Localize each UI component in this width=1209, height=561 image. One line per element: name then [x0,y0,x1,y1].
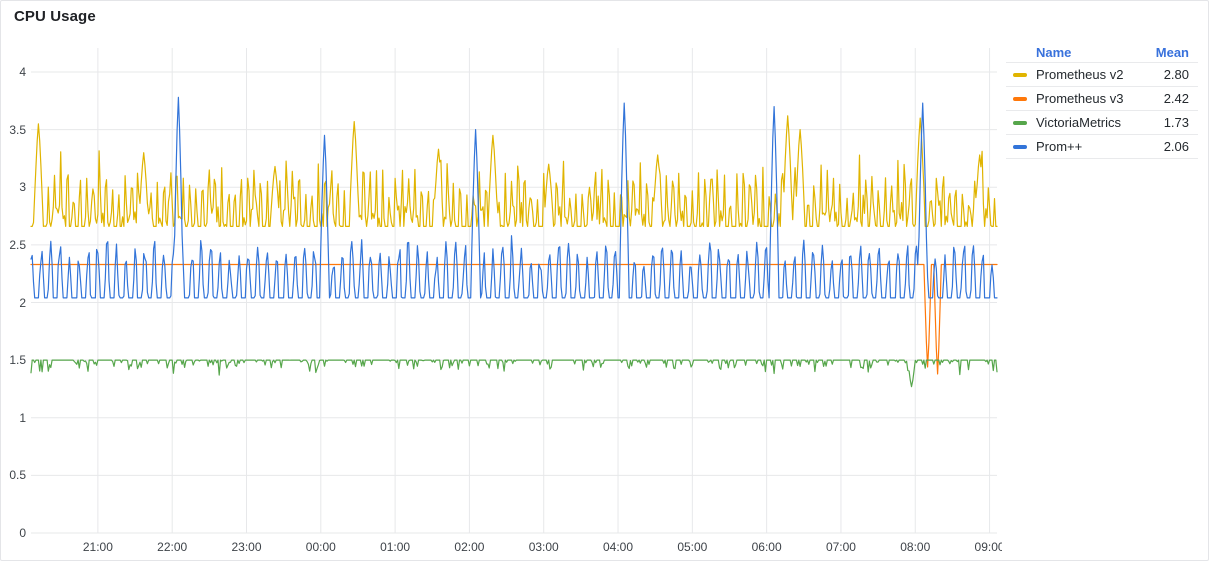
y-tick-label: 3 [19,180,26,195]
series-line-prom-[interactable] [30,96,998,299]
y-tick-label: 2 [19,295,26,310]
legend-sort-mean[interactable]: Mean [1155,44,1189,60]
series-mean-value: 2.42 [1163,91,1189,106]
y-tick-label: 4 [19,65,26,79]
series-mean-value: 2.06 [1163,139,1189,154]
series-name[interactable]: Prom++ [1036,139,1083,154]
series-name[interactable]: Prometheus v3 [1036,91,1124,106]
x-tick-label: 06:00 [751,540,782,554]
series-color-icon[interactable] [1013,72,1027,77]
legend-row-prometheus-v2[interactable]: Prometheus v2 2.80 [1006,63,1198,87]
x-tick-label: 21:00 [82,540,113,554]
series-color-icon[interactable] [1013,96,1027,101]
legend-table: Name Mean Prometheus v2 2.80 Prometheus v3… [1006,42,1198,159]
y-tick-label: 1.5 [9,353,26,368]
x-tick-label: 02:00 [454,540,485,554]
series-mean-value: 2.80 [1163,67,1189,82]
series-name[interactable]: Prometheus v2 [1036,67,1124,82]
y-axis: 0 0.5 1 1.5 2 2.5 3 3.5 4 [1,1,26,560]
x-tick-label: 04:00 [603,540,634,554]
series-name[interactable]: VictoriaMetrics [1036,115,1122,130]
series-mean-value: 1.73 [1163,115,1189,130]
series-color-icon[interactable] [1013,120,1027,125]
y-tick-label: 1 [19,410,26,425]
x-tick-label: 09:00 [974,540,1002,554]
y-tick-label: 2.5 [9,237,26,252]
legend-sort-name[interactable]: Name [1036,44,1072,60]
x-tick-label: 00:00 [305,540,336,554]
x-tick-label: 07:00 [825,540,856,554]
x-tick-label: 05:00 [677,540,708,554]
panel-title[interactable]: CPU Usage [14,8,96,25]
series-line-victoriametrics[interactable] [30,359,998,388]
x-tick-label: 08:00 [900,540,931,554]
x-tick-label: 01:00 [380,540,411,554]
x-tick-label: 03:00 [528,540,559,554]
series-color-icon[interactable] [1013,144,1027,149]
legend-row-prom-[interactable]: Prom++ 2.06 [1006,135,1198,159]
series-line-prometheus-v2[interactable] [30,115,998,227]
x-tick-label: 22:00 [157,540,188,554]
x-tick-label: 23:00 [231,540,262,554]
series-line-prometheus-v3[interactable] [30,263,998,375]
y-tick-label: 3.5 [9,122,26,137]
y-tick-label: 0 [19,526,26,540]
y-tick-label: 0.5 [9,468,26,483]
legend-row-prometheus-v3[interactable]: Prometheus v3 2.42 [1006,87,1198,111]
legend-header: Name Mean [1006,42,1198,63]
x-axis: 21:00 22:00 23:00 00:00 01:00 02:00 03:00 04:00… [1,538,1002,558]
legend-row-victoriametrics[interactable]: VictoriaMetrics 1.73 [1006,111,1198,135]
